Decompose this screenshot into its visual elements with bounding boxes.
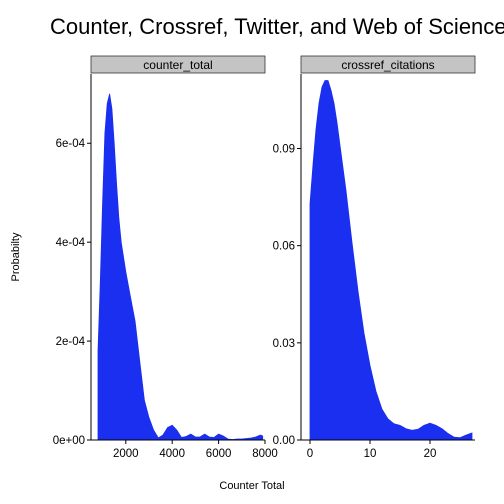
y-tick-label: 0.03	[273, 338, 295, 350]
x-tick-label: 4000	[159, 448, 185, 460]
axis-ticks: 2000 4000 6000 8000 0e+00 2e-04 4e-04 6e-04	[53, 138, 278, 460]
x-tick-label: 2000	[113, 448, 139, 460]
x-tick-label: 8000	[252, 448, 278, 460]
y-tick-label: 0.09	[273, 143, 295, 155]
x-tick-label: 20	[424, 448, 437, 460]
y-tick-label: 6e-04	[56, 138, 86, 150]
x-tick-label: 10	[364, 448, 377, 460]
strip-label: crossref_citations	[341, 58, 434, 72]
x-axis-title: Counter Total	[219, 480, 284, 492]
y-tick-label: 0e+00	[53, 435, 85, 447]
strip-label: counter_total	[143, 58, 212, 72]
y-tick-label: 4e-04	[56, 237, 86, 249]
density-layer	[309, 80, 473, 441]
strip-background	[300, 55, 476, 74]
y-tick-label: 2e-04	[56, 336, 86, 348]
chart-title: Counter, Crossref, Twitter, and Web of S…	[50, 14, 504, 39]
density-area	[309, 80, 473, 441]
y-axis-title: Probabilty	[10, 232, 22, 281]
density-area	[97, 93, 264, 441]
strip-background	[90, 55, 266, 74]
y-tick-label: 0.06	[273, 241, 295, 253]
x-tick-label: 0	[307, 448, 313, 460]
y-tick-label: 0.00	[273, 435, 295, 447]
x-tick-label: 6000	[206, 448, 232, 460]
panel-crossref-citations: crossref_citations 0 10 20 0.00 0.03 0.06 0.09	[273, 55, 476, 460]
density-layer	[97, 93, 264, 441]
panel-counter-total: counter_total 2000 4000 6000 8000 0e+00 2e-04…	[53, 55, 278, 460]
axis-ticks: 0 10 20 0.00 0.03 0.06 0.09	[273, 143, 437, 460]
